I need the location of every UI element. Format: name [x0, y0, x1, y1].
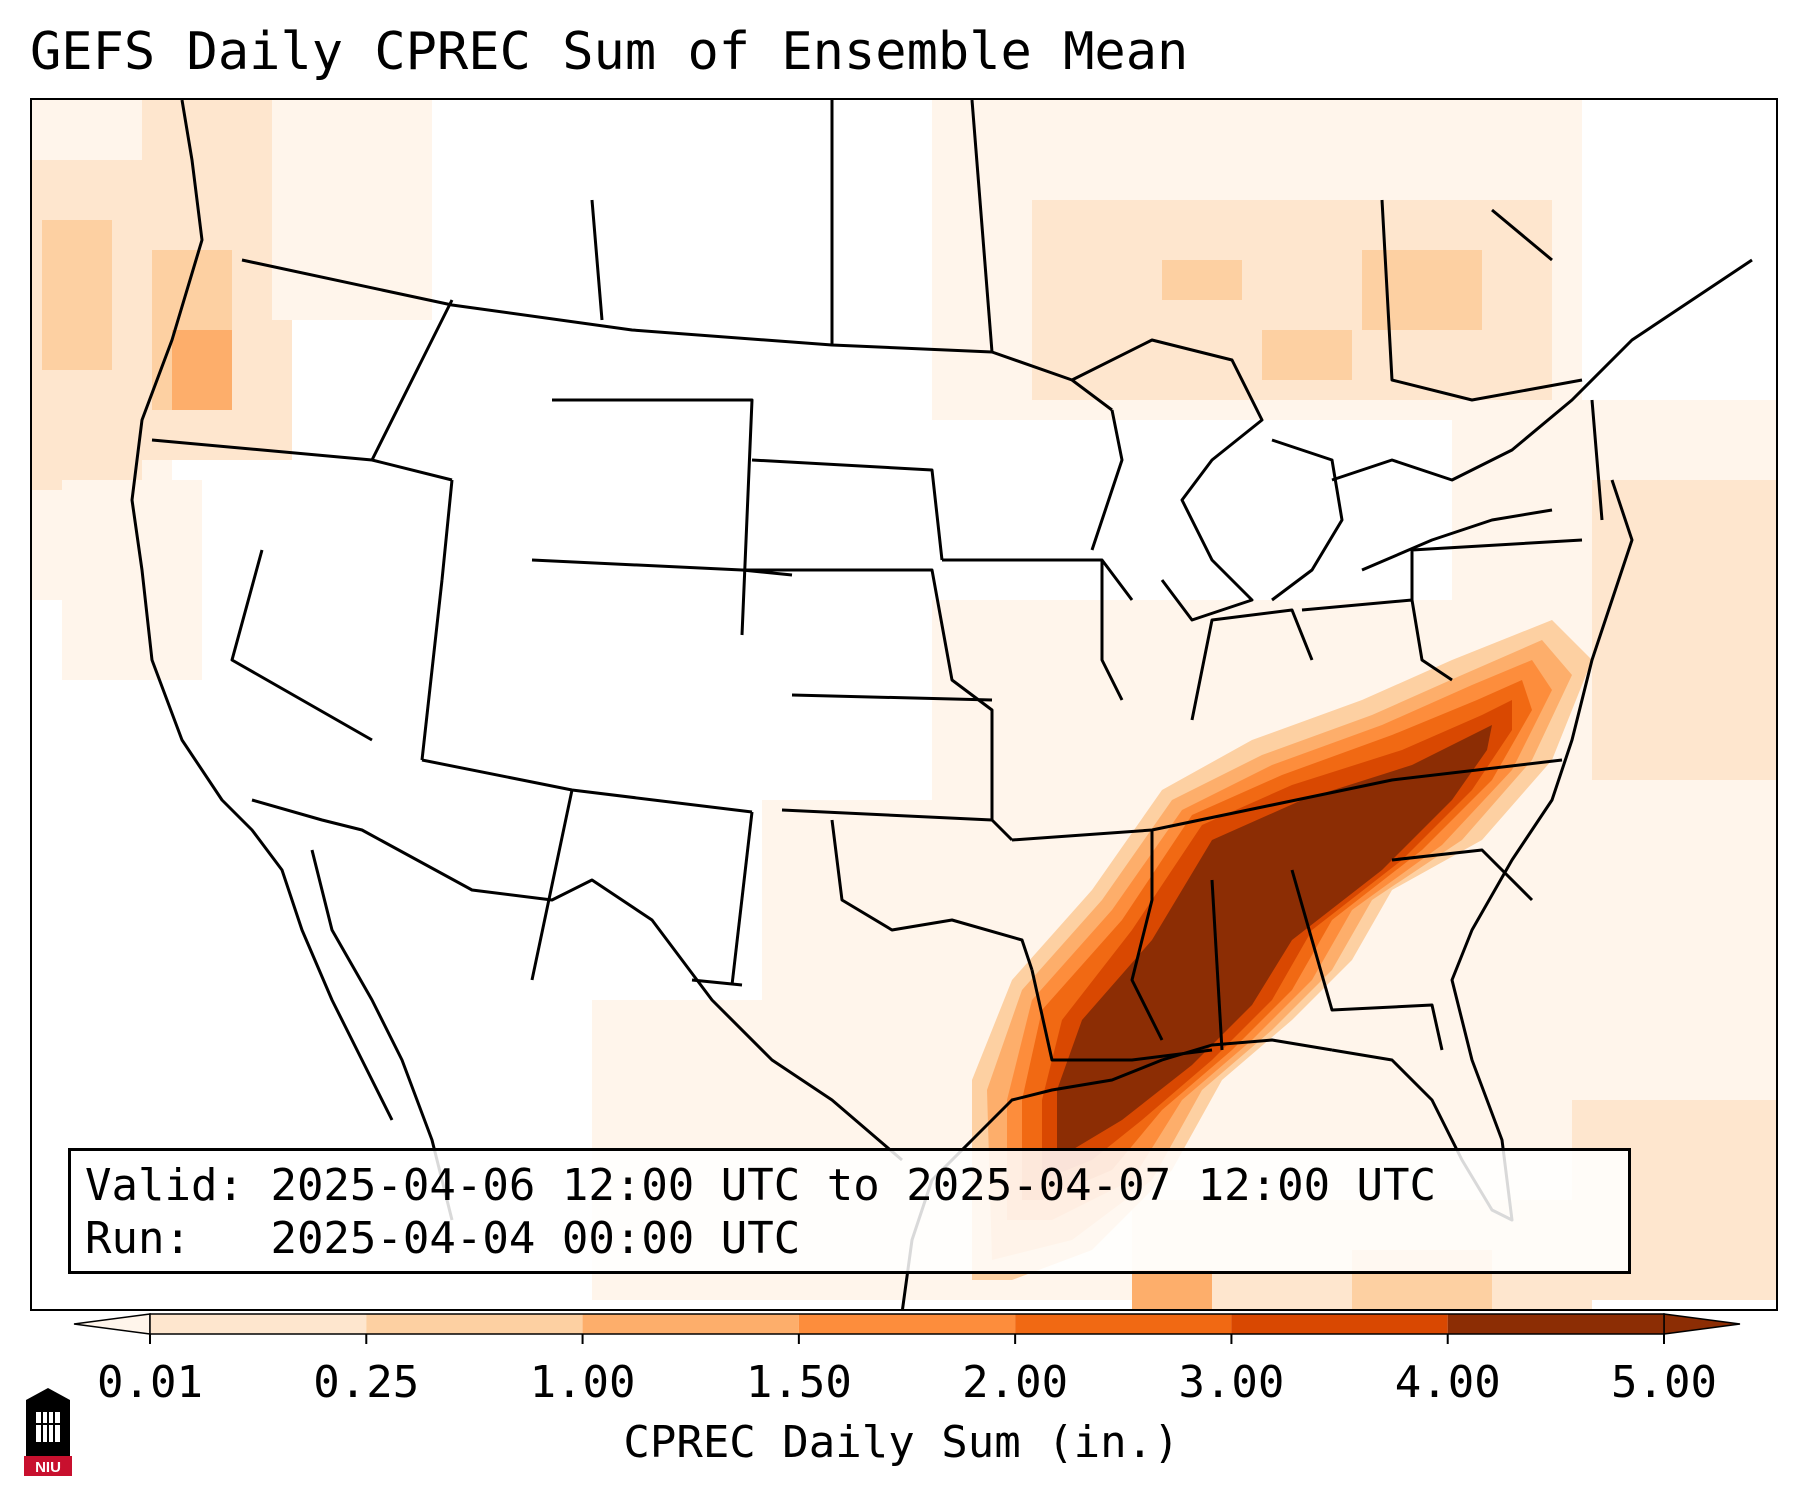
map-borders	[130, 100, 1753, 1309]
colorbar-tick-label: 2.00	[962, 1357, 1069, 1408]
colorbar	[73, 1313, 1741, 1344]
precip-field	[32, 100, 1776, 1309]
colorbar-extend-high	[1663, 1313, 1741, 1335]
colorbar-outline	[149, 1313, 1665, 1335]
map-panel	[30, 98, 1778, 1311]
colorbar-tick-label: 1.00	[529, 1357, 636, 1408]
logo-text: NIU	[35, 1459, 61, 1476]
map-title: GEFS Daily CPREC Sum of Ensemble Mean	[30, 22, 1189, 82]
colorbar-segment	[798, 1314, 1016, 1334]
colorbar-segment	[582, 1314, 799, 1334]
run-label: Run:	[85, 1213, 191, 1264]
colorbar-ticks	[149, 1334, 1665, 1344]
colorbar-segment	[150, 1314, 367, 1334]
colorbar-segment	[1447, 1314, 1664, 1334]
precip-map	[32, 100, 1776, 1309]
colorbar-tick-label: 0.25	[313, 1357, 420, 1408]
university-tower-icon: NIU	[24, 1388, 72, 1476]
colorbar-segment	[1015, 1314, 1232, 1334]
colorbar-extend-low	[73, 1313, 151, 1335]
colorbar-label: CPREC Daily Sum (in.)	[623, 1417, 1180, 1468]
run-time: 2025-04-04 00:00 UTC	[270, 1213, 801, 1264]
colorbar-tick-label: 3.00	[1178, 1357, 1285, 1408]
colorbar-tick-label: 4.00	[1394, 1357, 1501, 1408]
colorbar-tick-label: 1.50	[745, 1357, 852, 1408]
colorbar-segments	[73, 1313, 1741, 1335]
valid-label: Valid:	[85, 1160, 244, 1211]
colorbar-segment	[366, 1314, 583, 1334]
colorbar-segment	[1231, 1314, 1448, 1334]
colorbar-tick-label: 5.00	[1611, 1357, 1717, 1408]
valid-run-info-box: Valid: 2025-04-06 12:00 UTC to 2025-04-0…	[68, 1148, 1631, 1274]
colorbar-tick-label: 0.01	[97, 1357, 203, 1408]
valid-time-range: 2025-04-06 12:00 UTC to 2025-04-07 12:00…	[270, 1160, 1437, 1211]
